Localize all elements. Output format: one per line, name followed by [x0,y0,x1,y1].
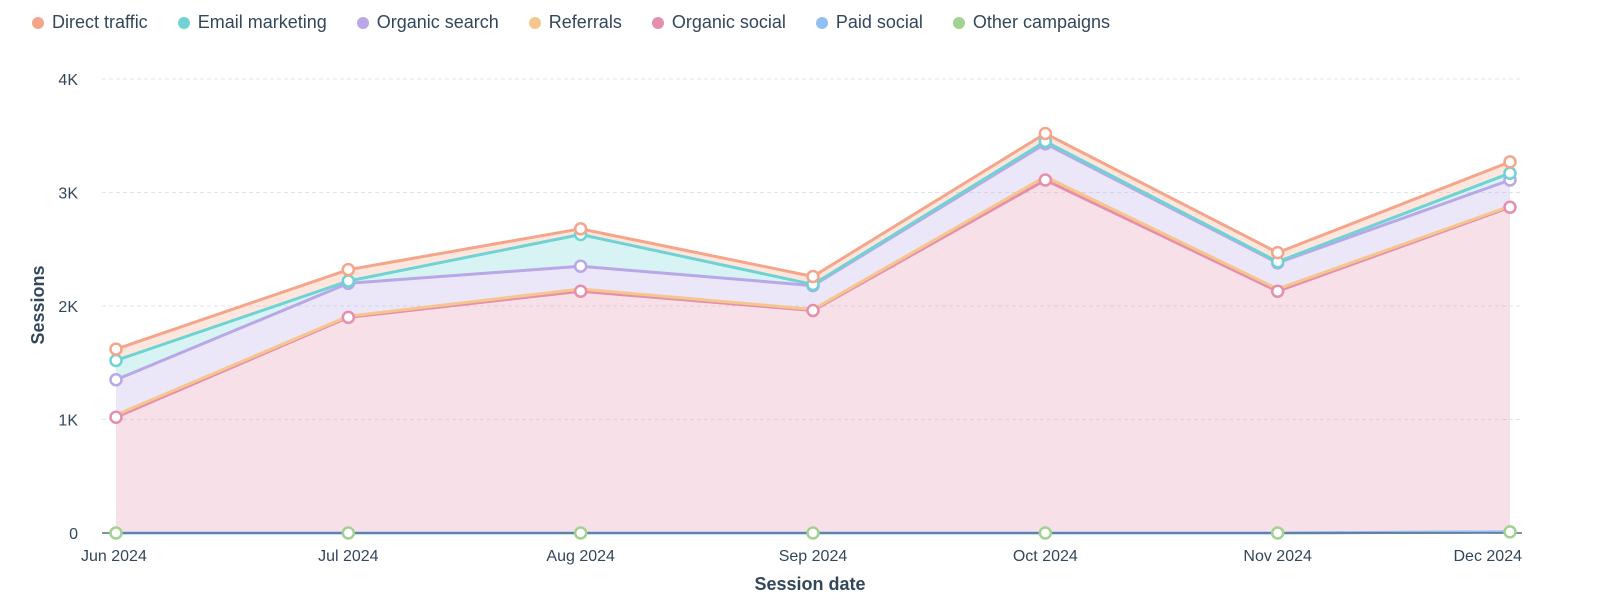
point-direct-traffic [1270,245,1285,260]
x-tick-label: Nov 2024 [1243,548,1312,565]
point-organic-social [1503,200,1517,215]
legend-label-direct-traffic: Direct traffic [52,12,148,32]
x-axis-title: Session date [754,574,865,594]
point-email-marketing [341,274,356,288]
legend-swatch-organic-social [651,16,664,29]
point-direct-traffic [341,262,356,277]
legend-label-other-campaigns: Other campaigns [972,12,1110,32]
legend-item-organic-search[interactable]: Organic search [356,12,499,33]
point-organic-search [109,373,123,387]
y-tick-label: 0 [69,526,78,543]
chart-legend: Direct traffic Email marketing Organic s… [32,12,1110,33]
legend-label-email-marketing: Email marketing [197,12,327,32]
point-direct-traffic [109,342,123,356]
area-organic-social [116,180,1510,533]
point-direct-traffic [806,269,820,284]
point-organic-social [1038,173,1053,187]
legend-label-referrals: Referrals [548,12,622,32]
point-other-campaigns [109,526,123,540]
point-email-marketing [1503,166,1517,180]
legend-swatch-direct-traffic [32,16,44,29]
legend-item-referrals[interactable]: Referrals [528,12,622,33]
point-direct-traffic [1038,126,1053,141]
point-organic-social [109,410,123,424]
x-tick-label: Jul 2024 [318,548,379,565]
data-point-markers [109,126,1517,540]
legend-swatch-email-marketing [177,16,190,29]
point-organic-search [573,259,588,274]
y-axis-title: Sessions [28,265,48,344]
point-organic-social [573,284,588,298]
area-fills [116,133,1510,533]
y-tick-label: 4K [58,72,78,89]
point-other-campaigns [341,526,356,540]
legend-label-paid-social: Paid social [835,12,923,32]
x-tick-label: Aug 2024 [546,548,615,565]
legend-item-paid-social[interactable]: Paid social [815,12,923,33]
legend-swatch-organic-search [356,16,369,29]
x-tick-label: Sep 2024 [779,548,848,565]
y-tick-label: 2K [58,299,78,316]
legend-item-email-marketing[interactable]: Email marketing [177,12,327,33]
legend-swatch-referrals [528,16,541,29]
point-organic-social [341,310,356,325]
point-direct-traffic [1503,155,1517,169]
point-organic-social [1270,284,1285,298]
area-organic-search [116,143,1510,415]
legend-swatch-paid-social [815,16,828,29]
x-tick-label: Dec 2024 [1454,548,1523,565]
point-other-campaigns [1038,526,1053,540]
legend-item-direct-traffic[interactable]: Direct traffic [32,12,148,33]
y-tick-label: 1K [58,413,78,430]
x-tick-label: Jun 2024 [81,548,147,565]
legend-swatch-other-campaigns [952,16,965,29]
legend-item-organic-social[interactable]: Organic social [651,12,786,33]
point-other-campaigns [573,526,588,540]
point-direct-traffic [573,222,588,236]
point-other-campaigns [1503,525,1517,539]
x-tick-label: Oct 2024 [1013,548,1078,565]
legend-item-other-campaigns[interactable]: Other campaigns [952,12,1110,33]
point-other-campaigns [806,526,820,540]
y-tick-label: 3K [58,186,78,203]
legend-label-organic-social: Organic social [671,12,786,32]
point-organic-social [806,303,820,318]
point-other-campaigns [1270,526,1285,540]
legend-label-organic-search: Organic search [376,12,499,32]
point-email-marketing [109,353,123,368]
